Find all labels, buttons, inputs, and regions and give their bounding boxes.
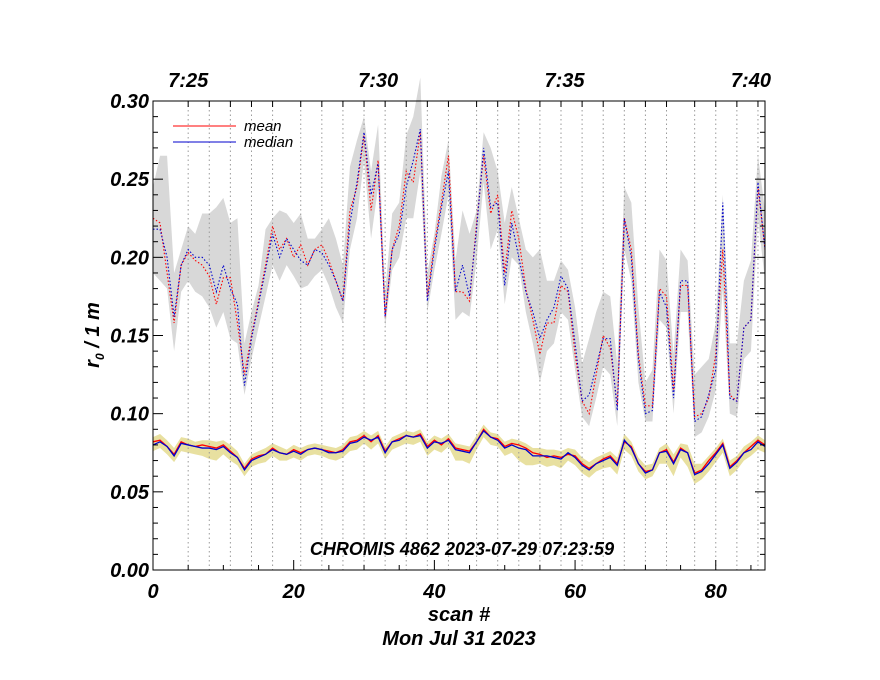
x-tick-label: 80	[705, 581, 727, 603]
y-tick-label: 0.30	[110, 91, 149, 113]
lower-variance-band	[153, 424, 765, 485]
median-lower-series	[152, 429, 766, 476]
y-tick-label: 0.25	[110, 169, 150, 191]
time-gridlines	[187, 101, 759, 570]
mean-lower-series	[152, 428, 766, 474]
axis-ticks	[152, 100, 765, 571]
y-tick-label: 0.10	[110, 404, 149, 426]
y-axis-title-symbol: r	[82, 359, 104, 368]
y-axis-title-unit: / 1 m	[82, 302, 104, 353]
data-series	[152, 129, 766, 476]
chart-annotation: CHROMIS 4862 2023-07-29 07:23:59	[310, 539, 614, 559]
upper-variance-band	[153, 77, 765, 438]
mean-upper-series	[152, 132, 766, 418]
top-time-label: 7:40	[731, 70, 771, 92]
plot-frame	[152, 100, 766, 571]
legend-median-label: median	[244, 134, 293, 151]
top-time-label: 7:30	[358, 70, 398, 92]
x-axis-title: scan #	[428, 604, 491, 626]
variance-bands	[153, 77, 765, 485]
x-tick-label: 20	[282, 581, 305, 603]
top-time-label: 7:35	[545, 70, 586, 92]
y-tick-label: 0.15	[110, 326, 150, 348]
legend: mean median	[173, 118, 293, 151]
y-tick-label: 0.00	[110, 560, 149, 582]
y-axis-title: r0 / 1 m	[82, 302, 107, 368]
y-tick-label: 0.20	[110, 247, 149, 269]
y-axis-title-subscript: 0	[93, 353, 107, 360]
date-label: Mon Jul 31 2023	[382, 628, 535, 650]
x-tick-label: 40	[422, 581, 445, 603]
legend-mean-label: mean	[244, 118, 282, 135]
x-tick-label: 0	[147, 581, 158, 603]
axis-tick-labels: 0 20 40 60 80 0.00 0.05 0.10 0.15 0.20 0.25 0.30 7:2…	[110, 70, 771, 603]
top-time-label: 7:25	[168, 70, 209, 92]
y-tick-label: 0.05	[110, 482, 150, 504]
x-tick-label: 60	[564, 581, 586, 603]
